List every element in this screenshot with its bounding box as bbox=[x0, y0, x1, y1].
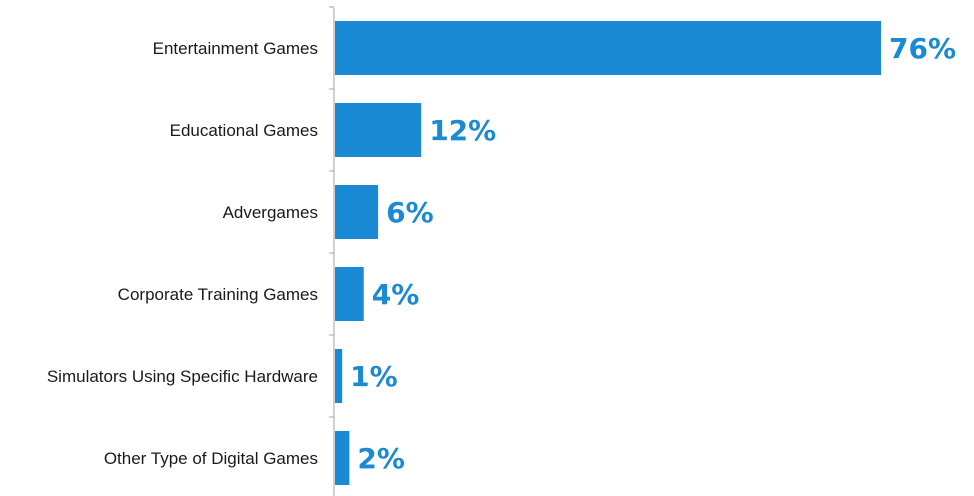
category-label: Simulators Using Specific Hardware bbox=[47, 367, 318, 386]
value-label: 4% bbox=[372, 278, 420, 311]
value-label: 2% bbox=[357, 442, 405, 475]
category-label: Corporate Training Games bbox=[118, 285, 318, 304]
bar bbox=[335, 103, 422, 157]
bar bbox=[335, 349, 343, 403]
y-axis-ticks bbox=[329, 6, 334, 418]
bar bbox=[335, 267, 364, 321]
value-labels: 76% 12% 6% 4% 1% 2% bbox=[350, 32, 956, 475]
category-label: Other Type of Digital Games bbox=[104, 449, 318, 468]
category-labels: Entertainment Games Educational Games Adve… bbox=[47, 39, 318, 468]
value-label: 6% bbox=[386, 196, 434, 229]
value-label: 12% bbox=[429, 114, 496, 147]
value-label: 1% bbox=[350, 360, 398, 393]
category-label: Educational Games bbox=[170, 121, 318, 140]
category-label: Advergames bbox=[223, 203, 318, 222]
bar bbox=[335, 431, 350, 485]
value-label: 76% bbox=[889, 32, 956, 65]
category-label: Entertainment Games bbox=[153, 39, 318, 58]
bars bbox=[335, 21, 881, 485]
bar bbox=[335, 185, 379, 239]
bar bbox=[335, 21, 881, 75]
